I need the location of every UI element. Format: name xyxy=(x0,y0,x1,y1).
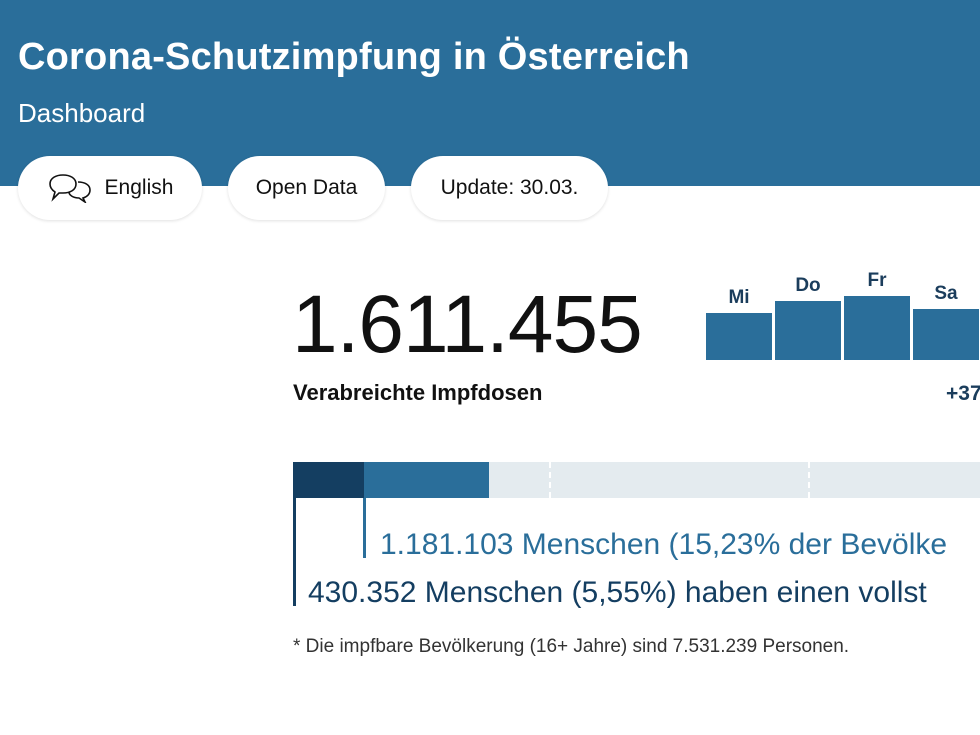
fully-vaccinated-connector xyxy=(293,498,296,606)
partially-vaccinated-bar xyxy=(364,462,489,498)
daily-bar-label: Fr xyxy=(867,270,887,291)
speech-bubbles-icon xyxy=(48,174,91,203)
daily-bar-label: Do xyxy=(795,275,821,296)
daily-bar-fr xyxy=(844,296,910,360)
update-date-label: Update: 30.03. xyxy=(440,176,579,199)
total-doses-label: Verabreichte Impfdosen xyxy=(293,380,543,405)
daily-bar-sa xyxy=(913,309,979,360)
language-switch-button[interactable]: English xyxy=(18,156,202,220)
daily-bar-label: Sa xyxy=(934,283,958,304)
daily-bar-label: Mi xyxy=(728,287,750,308)
open-data-button[interactable]: Open Data xyxy=(228,156,385,220)
open-data-label: Open Data xyxy=(255,176,358,199)
fully-vaccinated-text: 430.352 Menschen (5,55%) haben einen vol… xyxy=(308,576,927,609)
progress-marker xyxy=(808,462,810,498)
daily-bar-mi xyxy=(706,313,772,360)
update-date-button[interactable]: Update: 30.03. xyxy=(411,156,608,220)
partially-vaccinated-connector xyxy=(363,498,366,558)
population-footnote: * Die impfbare Bevölkerung (16+ Jahre) s… xyxy=(293,636,850,657)
partially-vaccinated-text: 1.181.103 Menschen (15,23% der Bevölke xyxy=(380,528,948,561)
total-doses-value: 1.611.455 xyxy=(292,279,643,370)
daily-bar-do xyxy=(775,301,841,360)
page-title: Corona-Schutzimpfung in Österreich xyxy=(18,36,690,78)
language-switch-label: English xyxy=(104,176,174,199)
fully-vaccinated-bar xyxy=(293,462,364,498)
header-banner: Corona-Schutzimpfung in Österreich Dashb… xyxy=(0,0,980,186)
daily-increase-value: +37 xyxy=(946,382,980,405)
progress-marker xyxy=(549,462,551,498)
page-subtitle: Dashboard xyxy=(18,98,146,128)
